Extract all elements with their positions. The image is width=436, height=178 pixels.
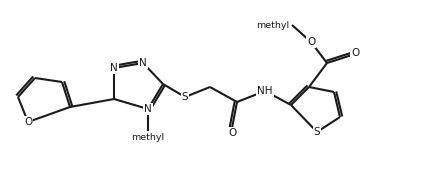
Text: N: N — [139, 58, 147, 68]
Text: N: N — [144, 104, 152, 114]
Text: O: O — [24, 117, 32, 127]
Text: S: S — [313, 127, 320, 137]
Text: methyl: methyl — [256, 20, 289, 30]
Text: O: O — [351, 48, 359, 58]
Text: O: O — [307, 37, 315, 47]
Text: S: S — [182, 92, 188, 102]
Text: methyl: methyl — [131, 134, 164, 143]
Text: O: O — [228, 128, 236, 138]
Text: N: N — [110, 63, 118, 73]
Text: NH: NH — [257, 86, 273, 96]
